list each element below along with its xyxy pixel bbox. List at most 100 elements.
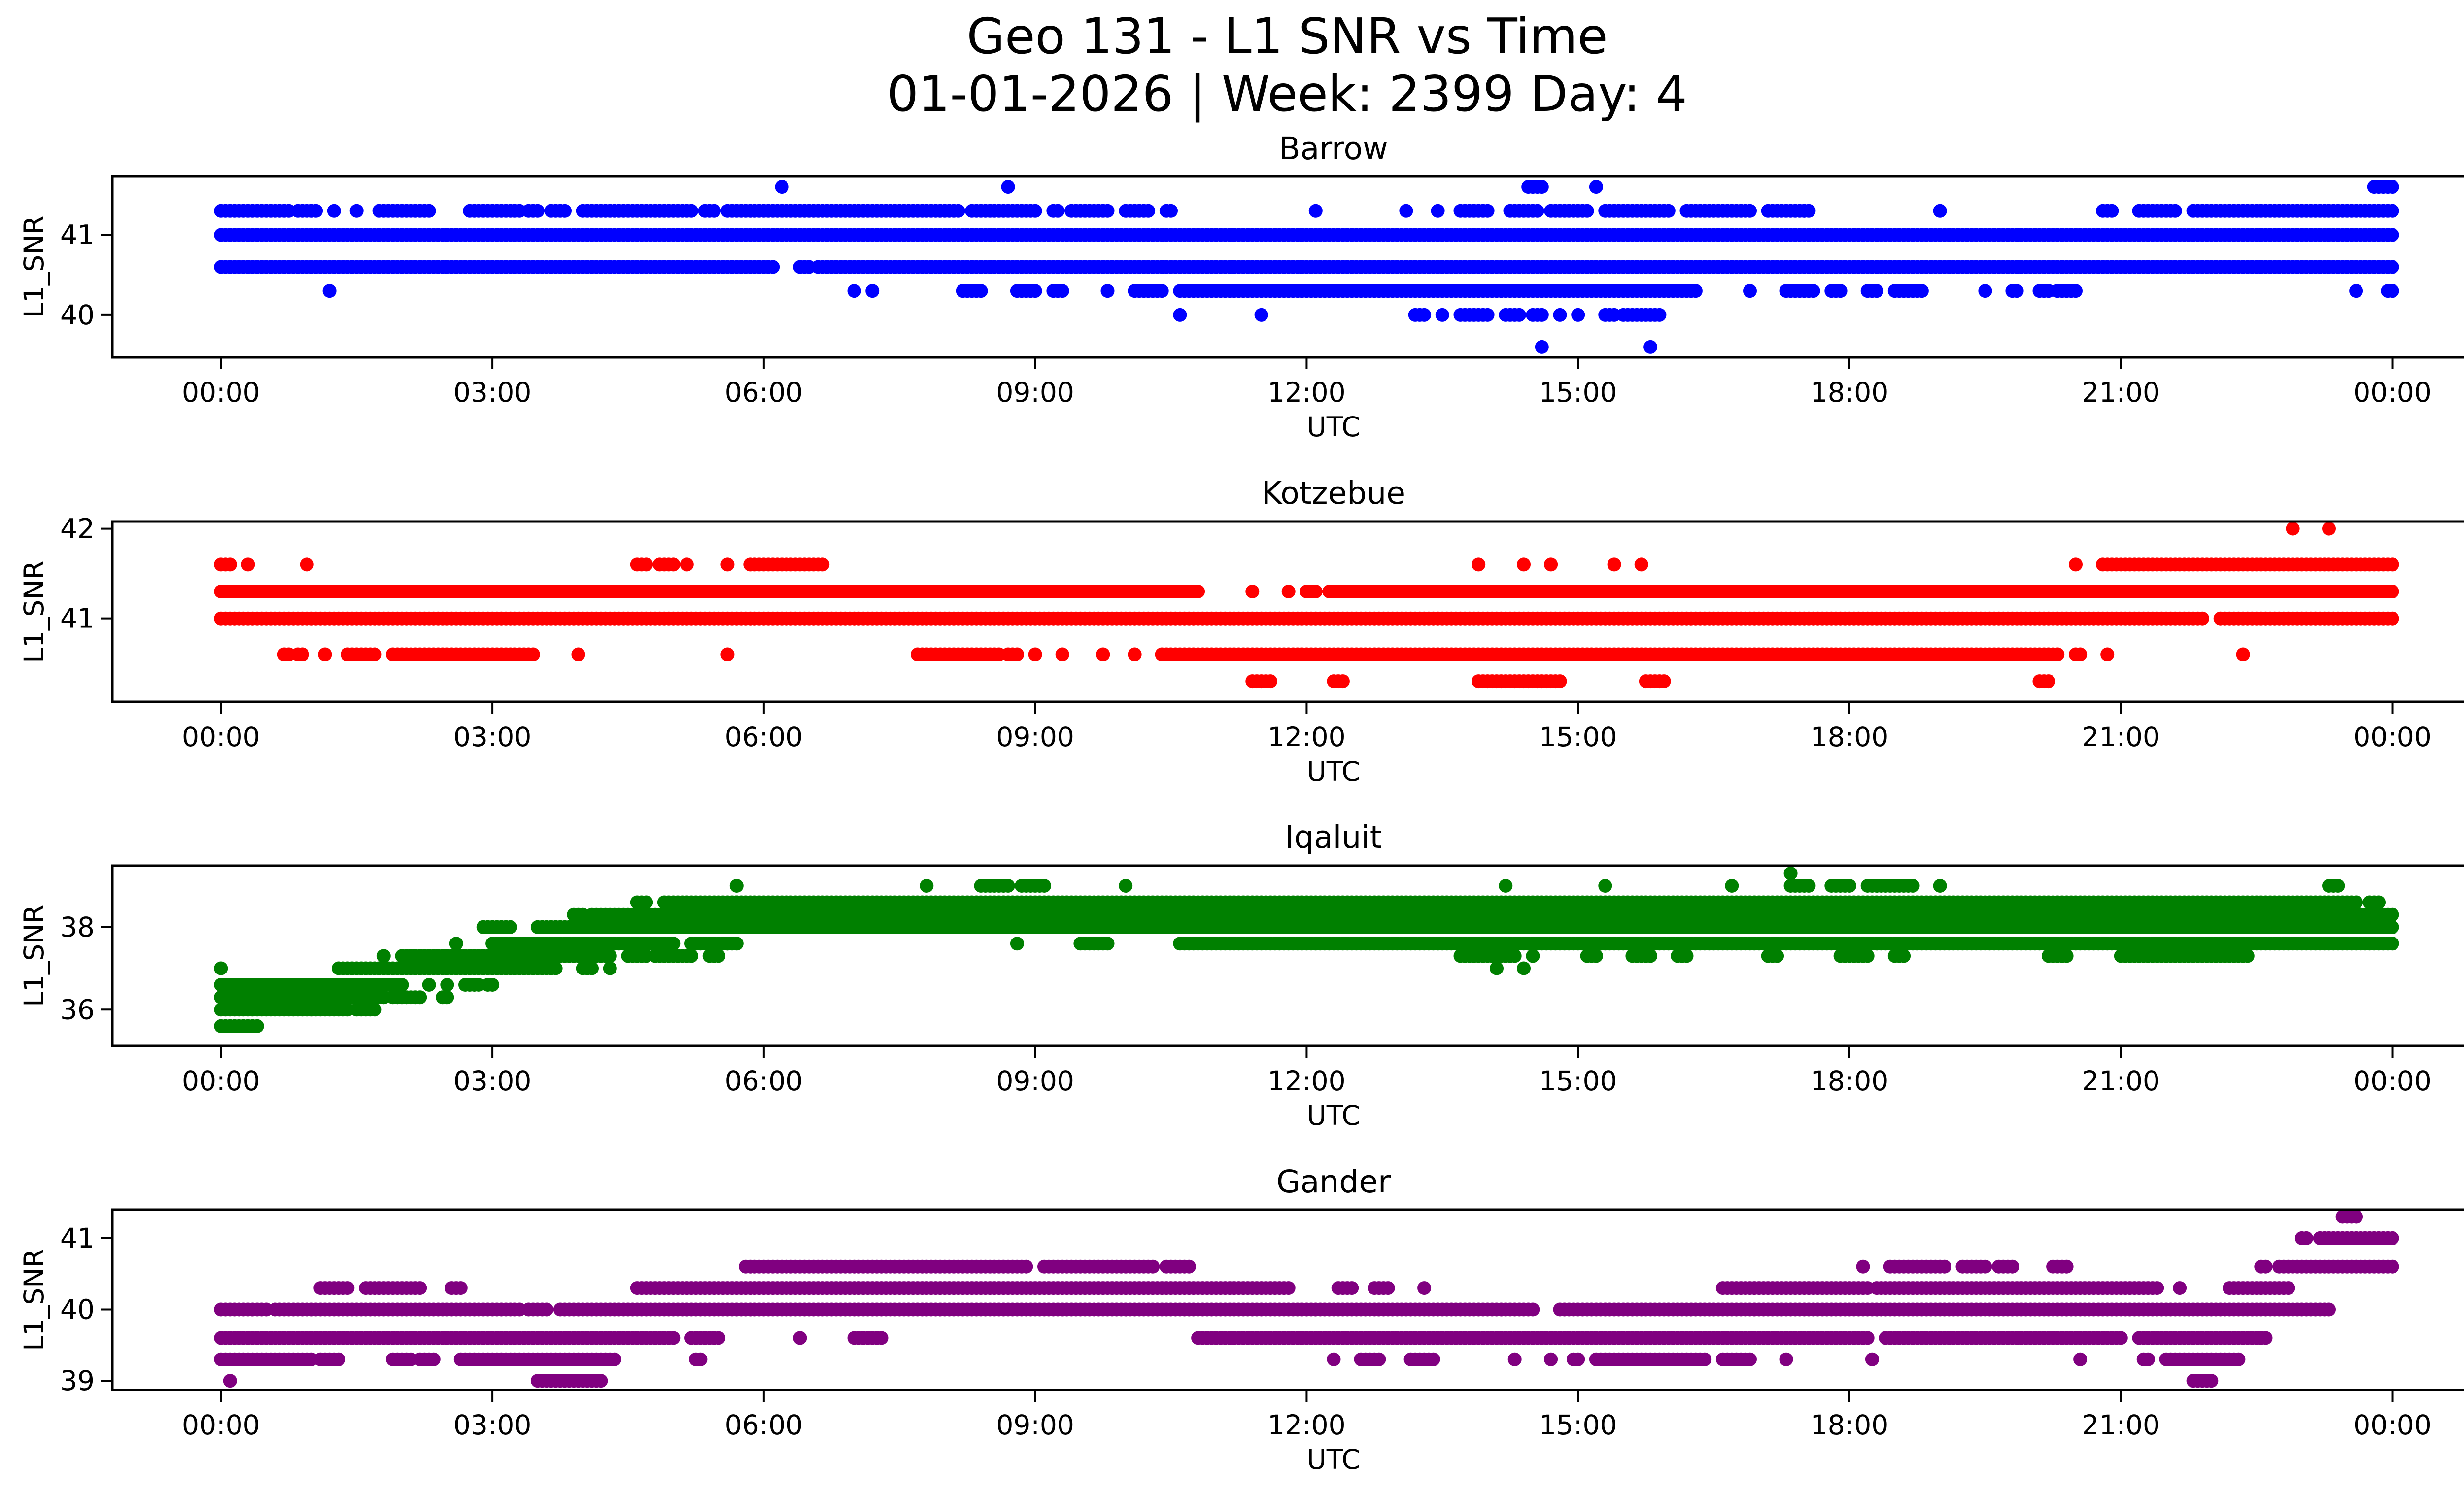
- data-point: [2349, 1210, 2363, 1224]
- data-point: [2010, 284, 2024, 298]
- data-point: [865, 284, 880, 298]
- data-point: [1028, 284, 1042, 298]
- data-point: [1978, 1259, 1992, 1274]
- data-point: [666, 557, 681, 572]
- data-point: [1517, 557, 1531, 572]
- data-point: [2286, 522, 2300, 536]
- data-point: [2331, 879, 2345, 893]
- scatter-series: [214, 180, 2399, 354]
- x-tick-label: 06:00: [725, 721, 803, 753]
- data-point: [318, 647, 332, 661]
- data-point: [1141, 204, 1156, 218]
- scatter-series: [214, 522, 2399, 689]
- data-point: [1657, 674, 1671, 689]
- x-axis-label: UTC: [1306, 411, 1360, 443]
- data-point: [2100, 647, 2115, 661]
- x-tick-label: 09:00: [996, 721, 1074, 753]
- data-point: [1535, 180, 1549, 194]
- data-point: [1245, 585, 1260, 598]
- subplot-title: Barrow: [1279, 131, 1388, 167]
- data-point: [1802, 204, 1816, 218]
- data-point: [1770, 949, 1784, 963]
- data-point: [2236, 647, 2250, 661]
- data-point: [1010, 937, 1024, 951]
- data-point: [639, 557, 653, 572]
- data-point: [440, 990, 454, 1005]
- data-point: [2059, 949, 2074, 963]
- x-axis-label: UTC: [1306, 1100, 1360, 1131]
- data-point: [530, 204, 545, 218]
- data-point: [1472, 557, 1486, 572]
- y-axis-label: L1_SNR: [18, 560, 50, 662]
- x-tick-label: 03:00: [453, 377, 532, 408]
- data-point: [526, 647, 540, 661]
- x-tick-label: 09:00: [996, 377, 1074, 408]
- data-point: [440, 978, 454, 992]
- data-point: [1051, 204, 1065, 218]
- subplot-iqaluit: Iqaluit UTC L1_SNR 00:00 03:00 06:00 09:00 1…: [18, 819, 2464, 1131]
- data-point: [2372, 895, 2386, 909]
- data-point: [1001, 879, 1015, 893]
- data-point: [1783, 866, 1798, 880]
- data-point: [1435, 308, 1449, 322]
- x-tick-label: 03:00: [453, 1065, 532, 1097]
- data-point: [585, 961, 599, 975]
- data-point: [1480, 204, 1495, 218]
- data-point: [1028, 204, 1042, 218]
- data-point: [1607, 557, 1621, 572]
- data-point: [2385, 611, 2399, 626]
- data-point: [1055, 647, 1069, 661]
- data-point: [1119, 879, 1133, 893]
- data-point: [2385, 180, 2399, 194]
- data-point: [666, 937, 681, 951]
- y-tick-label: 41: [60, 603, 95, 634]
- data-point: [1128, 647, 1142, 661]
- data-point: [920, 879, 934, 893]
- data-point: [712, 949, 726, 963]
- data-point: [548, 961, 563, 975]
- data-point: [2168, 204, 2182, 218]
- data-point: [1100, 204, 1115, 218]
- data-point: [720, 557, 735, 572]
- data-point: [223, 557, 237, 572]
- data-point: [322, 284, 337, 298]
- data-point: [2041, 674, 2055, 689]
- x-tick-label: 21:00: [2082, 1065, 2160, 1097]
- data-point: [327, 204, 341, 218]
- data-point: [816, 557, 830, 572]
- data-point: [974, 284, 988, 298]
- data-point: [2069, 284, 2083, 298]
- subplot-title: Gander: [1276, 1164, 1391, 1200]
- data-point: [1335, 674, 1350, 689]
- data-point: [349, 204, 364, 218]
- data-point: [1399, 204, 1413, 218]
- data-point: [1634, 557, 1648, 572]
- data-point: [951, 204, 965, 218]
- data-point: [1431, 204, 1445, 218]
- data-point: [1028, 647, 1042, 661]
- data-point: [2349, 284, 2363, 298]
- data-point: [2385, 585, 2399, 598]
- scatter-series: [214, 1210, 2399, 1388]
- x-tick-label: 12:00: [1267, 1065, 1346, 1097]
- data-point: [368, 1003, 382, 1017]
- data-point: [1571, 308, 1585, 322]
- data-point: [603, 949, 617, 963]
- data-point: [1254, 308, 1268, 322]
- data-point: [1978, 284, 1992, 298]
- data-point: [1743, 204, 1757, 218]
- data-point: [1937, 1259, 1951, 1274]
- x-tick-label: 00:00: [182, 377, 260, 408]
- subplot-barrow: Barrow UTC L1_SNR 00:00 03:00 06:00 09:00 12…: [18, 131, 2464, 443]
- data-point: [1530, 204, 1544, 218]
- data-point: [1598, 879, 1612, 893]
- data-point: [1096, 647, 1110, 661]
- y-tick-label: 42: [60, 513, 95, 545]
- data-point: [1182, 1259, 1196, 1274]
- data-point: [485, 978, 500, 992]
- data-point: [1679, 949, 1694, 963]
- data-point: [558, 204, 572, 218]
- data-point: [1933, 879, 1947, 893]
- y-tick-label: 36: [60, 994, 95, 1025]
